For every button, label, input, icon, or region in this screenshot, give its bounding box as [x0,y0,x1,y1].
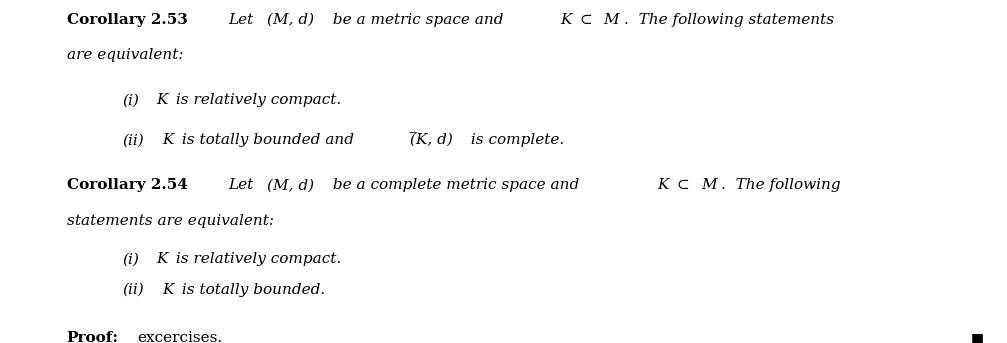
Text: (̅K, d): (̅K, d) [411,133,454,147]
Text: is totally bounded.: is totally bounded. [177,283,325,297]
Text: K: K [156,93,167,107]
Text: is complete.: is complete. [466,133,565,147]
Text: Let: Let [229,13,259,27]
Text: is relatively compact.: is relatively compact. [171,93,341,107]
Text: statements are equivalent:: statements are equivalent: [66,214,274,228]
Text: K: K [162,283,174,297]
Text: Corollary 2.54: Corollary 2.54 [66,178,187,192]
Text: (M, d): (M, d) [267,13,314,27]
Text: (i): (i) [122,93,139,107]
Text: K: K [658,178,669,192]
Text: Corollary 2.53: Corollary 2.53 [66,13,187,27]
Text: are equivalent:: are equivalent: [66,48,183,62]
Text: be a complete metric space and: be a complete metric space and [328,178,584,192]
Text: Proof:: Proof: [66,331,119,343]
Text: (ii): (ii) [122,283,144,297]
Text: K: K [156,252,167,266]
Text: ⊂: ⊂ [575,13,597,27]
Text: be a metric space and: be a metric space and [328,13,509,27]
Text: (ii): (ii) [122,133,144,147]
Text: (M, d): (M, d) [267,178,314,192]
Text: ■: ■ [971,331,984,343]
Text: K: K [162,133,174,147]
Text: ⊂: ⊂ [672,178,695,192]
Text: is relatively compact.: is relatively compact. [171,252,341,266]
Text: excercises.: excercises. [137,331,223,343]
Text: Let: Let [229,178,259,192]
Text: .  The following statements: . The following statements [623,13,834,27]
Text: .  The following: . The following [721,178,841,192]
Text: is totally bounded and: is totally bounded and [177,133,358,147]
Text: M: M [603,13,619,27]
Text: K: K [560,13,571,27]
Text: M: M [701,178,717,192]
Text: (i): (i) [122,252,139,266]
